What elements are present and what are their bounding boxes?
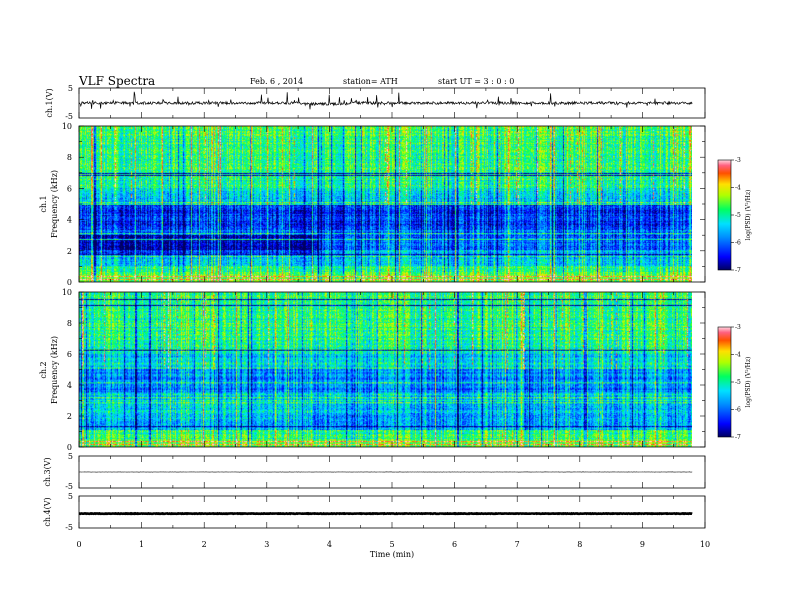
ch2-frequency-ticks: 0 2 4 6 8 10 [62, 288, 705, 452]
ch2-frequency-ytick-label: 6 [67, 350, 72, 359]
ch3-waveform-ylabel: ch.3(V) [43, 457, 52, 486]
ch1-colorbar-tick-label: -6 [735, 240, 741, 247]
time-tick-label: 2 [202, 540, 207, 549]
ch1-colorbar-label: log(PSD) (V²/Hz) [745, 190, 752, 241]
ch2-channel-label: ch.2 [39, 361, 48, 378]
ch2-spectrogram-panel: 0 2 4 6 8 10 ch.2 Frequency (kHz) [39, 288, 706, 452]
figure-title: VLF Spectra [78, 74, 155, 88]
ch1-frequency-ytick-label: 2 [67, 247, 72, 256]
header-date: Feb. 6 , 2014 [250, 77, 303, 86]
ch1-waveform-trace [78, 91, 693, 110]
time-tick-label: 4 [327, 540, 332, 549]
ch1-colorbar-tick-label: -5 [735, 212, 741, 219]
ch3-ytick-top: 5 [68, 452, 73, 461]
ch2-frequency-ytick-label: 4 [67, 381, 72, 390]
ch1-colorbar-scale [717, 159, 732, 271]
time-tick-label: 1 [139, 540, 144, 549]
time-tick-label: 7 [515, 540, 520, 549]
ch4-ytick-bottom: -5 [65, 523, 73, 532]
time-tick-label: 9 [640, 540, 645, 549]
ch1-frequency-ytick-label: 10 [62, 122, 72, 131]
ch2-frequency-ytick-label: 10 [62, 288, 72, 297]
time-tick-label: 8 [577, 540, 582, 549]
ch1-colorbar-tick-label: -7 [735, 267, 741, 274]
ch2-colorbar-tick-label: -6 [735, 407, 741, 414]
ch1-frequency-ticks: 0 2 4 6 8 10 [62, 122, 705, 287]
ch1-spectrogram-xticks [78, 126, 706, 282]
ch1-colorbar-tick-label: -4 [735, 185, 741, 192]
ch2-colorbar-label: log(PSD) (V²/Hz) [745, 357, 752, 408]
ch4-ytick-top: 5 [68, 492, 73, 501]
ch2-frequency-ytick-label: 2 [67, 412, 72, 421]
ch2-spectrogram-xticks [78, 292, 706, 447]
ch2-colorbar-scale [717, 326, 732, 438]
ch1-ytick-bottom: -5 [65, 112, 73, 121]
ch1-frequency-ytick-label: 0 [67, 278, 72, 287]
ch3-waveform-xticks [78, 456, 706, 488]
ch1-waveform-panel: 5 -5 ch.1(V) [45, 84, 706, 121]
figure-header: VLF Spectra Feb. 6 , 2014 station= ATH s… [78, 74, 514, 88]
ch1-frequency-ytick-label: 8 [67, 153, 72, 162]
time-tick-label: 6 [452, 540, 457, 549]
header-start-time: start UT = 3 : 0 : 0 [438, 77, 514, 86]
ch2-colorbar: -3 -4 -5 -6 -7 log(PSD) (V²/Hz) [717, 324, 752, 441]
time-axis-label: Time (min) [370, 550, 414, 559]
ch4-waveform-ylabel: ch.4(V) [43, 497, 52, 526]
ch2-frequency-ytick-label: 8 [67, 319, 72, 328]
ch1-spectrogram-image [79, 126, 692, 282]
ch2-frequency-ytick-label: 0 [67, 443, 72, 452]
ch4-waveform-panel: 5 -5 ch.4(V) 0 1 2 3 4 5 6 7 8 9 10 Time (min) [43, 492, 710, 559]
ch2-colorbar-ticks: -3 -4 -5 -6 -7 [731, 324, 741, 441]
time-tick-label: 10 [700, 540, 710, 549]
ch1-colorbar: -3 -4 -5 -6 -7 log(PSD) (V²/Hz) [717, 157, 752, 274]
time-axis-tick-labels: 0 1 2 3 4 5 6 7 8 9 10 [76, 540, 710, 549]
ch1-spectrogram-panel: 0 2 4 6 8 10 ch.1 Frequency (kHz) [39, 122, 706, 287]
ch2-colorbar-tick-label: -4 [735, 352, 741, 359]
ch1-colorbar-ticks: -3 -4 -5 -6 -7 [731, 157, 741, 274]
ch1-frequency-ytick-label: 4 [67, 216, 72, 225]
ch1-frequency-label: Frequency (kHz) [50, 170, 59, 238]
time-tick-label: 5 [389, 540, 394, 549]
ch1-frequency-ytick-label: 6 [67, 184, 72, 193]
ch2-colorbar-tick-label: -5 [735, 379, 741, 386]
ch1-waveform-xticks [78, 88, 706, 118]
ch2-colorbar-tick-label: -7 [735, 434, 741, 441]
ch3-waveform-panel: 5 -5 ch.3(V) [43, 452, 706, 491]
ch4-waveform-xticks [78, 496, 706, 528]
ch1-colorbar-tick-label: -3 [735, 157, 741, 164]
header-station: station= ATH [343, 77, 398, 86]
time-tick-label: 0 [76, 540, 81, 549]
ch1-channel-label: ch.1 [39, 195, 48, 212]
ch2-spectrogram-image [79, 292, 692, 447]
time-tick-label: 3 [264, 540, 269, 549]
ch2-colorbar-tick-label: -3 [735, 324, 741, 331]
ch2-frequency-label: Frequency (kHz) [50, 336, 59, 404]
ch1-waveform-ylabel: ch.1(V) [45, 88, 54, 117]
ch1-ytick-top: 5 [68, 84, 73, 93]
ch3-ytick-bottom: -5 [65, 482, 73, 491]
